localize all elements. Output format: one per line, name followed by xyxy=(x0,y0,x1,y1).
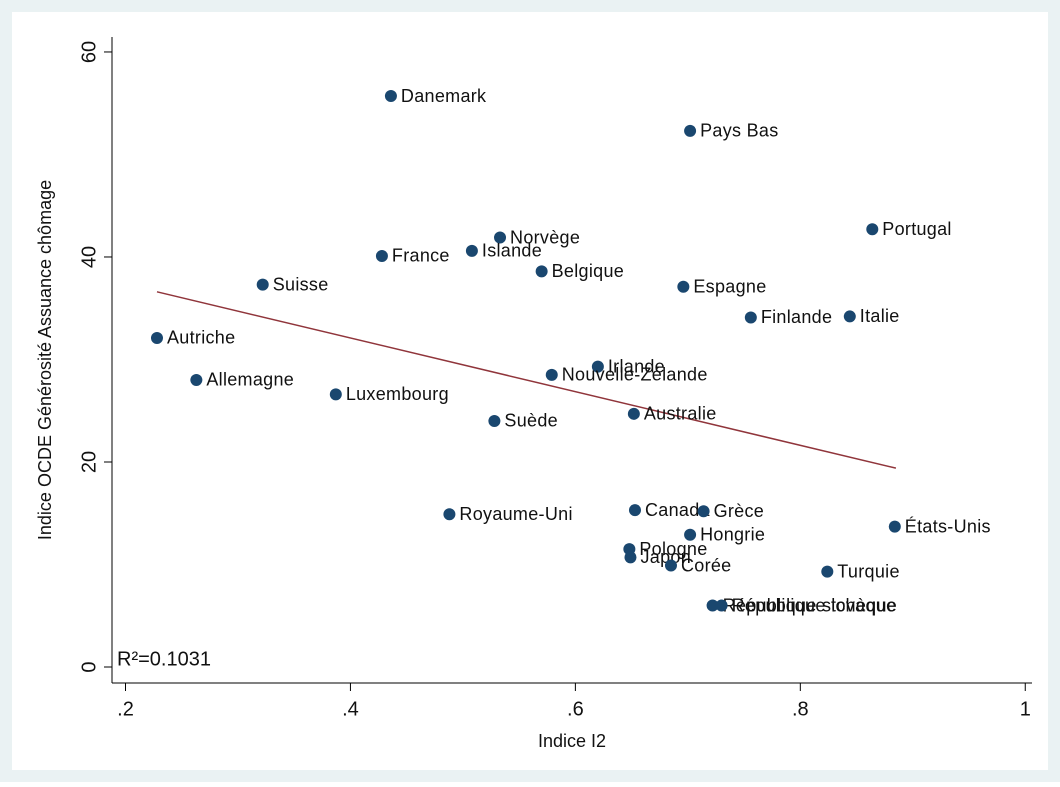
point xyxy=(684,528,697,541)
point-label: Belgique xyxy=(552,261,624,281)
y-tick-label: 20 xyxy=(78,451,100,473)
x-tick-label: 1 xyxy=(1020,698,1031,720)
x-tick-label: .4 xyxy=(342,698,359,720)
y-tick-label: 0 xyxy=(78,661,100,672)
point-label: Autriche xyxy=(167,328,235,348)
point xyxy=(465,244,478,257)
point xyxy=(535,265,548,278)
point xyxy=(715,599,728,612)
point xyxy=(888,520,901,533)
point-label: Turquie xyxy=(837,561,899,581)
point-label: Finlande xyxy=(761,307,832,327)
point-label: République tchèque xyxy=(732,595,898,615)
point xyxy=(256,278,269,291)
point xyxy=(384,90,397,103)
y-tick-label: 60 xyxy=(78,41,100,63)
point-label: France xyxy=(392,246,450,266)
point-label: Danemark xyxy=(401,86,487,106)
point xyxy=(843,310,856,323)
point-label: Australie xyxy=(644,404,717,424)
point-label: Irlande xyxy=(608,356,665,376)
point-label: Allemagne xyxy=(206,370,294,390)
point xyxy=(706,599,719,612)
point-label: Hongrie xyxy=(700,525,765,545)
point-label: Espagne xyxy=(693,276,766,296)
point xyxy=(150,331,163,344)
point xyxy=(664,559,677,572)
point-label: États-Unis xyxy=(905,516,991,536)
x-tick-label: .8 xyxy=(792,698,809,720)
point-label: Canada xyxy=(645,500,711,520)
point xyxy=(744,311,757,324)
point xyxy=(677,280,690,293)
point-label: Portugal xyxy=(882,219,951,239)
point-label: Royaume-Uni xyxy=(459,504,572,524)
x-axis-title: Indice I2 xyxy=(538,731,606,751)
point-label: Islande xyxy=(482,241,542,261)
point xyxy=(628,504,641,517)
point xyxy=(591,360,604,373)
point xyxy=(697,505,710,518)
point xyxy=(624,551,637,564)
point xyxy=(866,223,879,236)
x-tick-label: .6 xyxy=(567,698,584,720)
y-axis-title: Indice OCDE Générosité Assuance chômage xyxy=(35,180,55,540)
point xyxy=(375,249,388,262)
point-label: Luxembourg xyxy=(346,384,449,404)
point xyxy=(627,407,640,420)
point-label: Corée xyxy=(681,555,732,575)
point xyxy=(494,231,507,244)
point-label: Suède xyxy=(504,411,558,431)
point-label: Pologne xyxy=(639,539,707,559)
point xyxy=(488,414,501,427)
annotation: R²=0.1031 xyxy=(117,648,211,670)
point xyxy=(821,565,834,578)
point-label: République slovaque xyxy=(723,595,897,615)
point-label: Pays Bas xyxy=(700,121,778,141)
point-label: Japon xyxy=(640,547,691,567)
point-label: Italie xyxy=(860,306,900,326)
point-label: Suisse xyxy=(273,274,329,294)
point xyxy=(329,388,342,401)
point-label: Norvège xyxy=(510,227,580,247)
point xyxy=(684,124,697,137)
graph-region xyxy=(12,12,1048,770)
point-label: Grèce xyxy=(714,501,765,521)
point xyxy=(545,368,558,381)
point xyxy=(443,508,456,521)
fit-line xyxy=(156,291,897,469)
y-tick-label: 40 xyxy=(78,246,100,268)
point-label: Nouvelle-Zélande xyxy=(562,365,708,385)
x-tick-label: .2 xyxy=(117,698,134,720)
point xyxy=(190,373,203,386)
